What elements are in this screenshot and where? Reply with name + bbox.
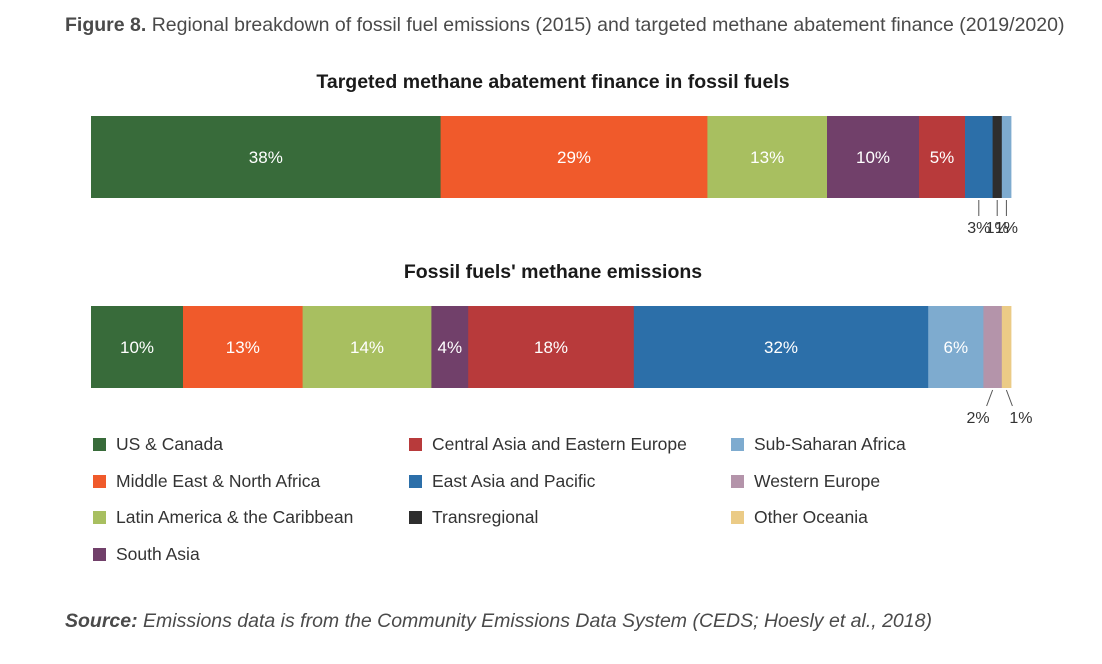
bar-segment-sub-saharan-africa (1001, 116, 1012, 198)
emissions-bar: 10% 13% 14% 4% 18% 32% 6% 2% 1% (91, 306, 1033, 427)
legend-item-other-oceania: Other Oceania (731, 507, 868, 528)
outside-label-western-europe: 2% (966, 410, 989, 427)
figure-label: Figure 8. (65, 14, 147, 36)
legend-label: Transregional (432, 507, 539, 527)
segment-label-central-asia-and-eastern-europe: 5% (930, 148, 955, 167)
chart-title-emissions: Fossil fuels' methane emissions (404, 261, 702, 283)
bar-segment-other-oceania (1001, 306, 1012, 388)
source-text: Emissions data is from the Community Emi… (143, 610, 932, 632)
legend: US & Canada Middle East & North Africa Lat… (93, 434, 1053, 584)
segment-label-sub-saharan-africa: 6% (944, 338, 969, 357)
legend-item-south-asia: South Asia (93, 544, 200, 565)
legend-swatch (731, 474, 744, 488)
bar-segment-transregional (992, 116, 1003, 198)
segment-label-central-asia-and-eastern-europe: 18% (534, 338, 568, 357)
bar-segment-us-and-canada (91, 306, 184, 388)
segment-label-latin-america-and-the-caribbean: 14% (350, 338, 384, 357)
segment-label-us-and-canada: 38% (249, 148, 283, 167)
figure-caption-text: Regional breakdown of fossil fuel emissi… (151, 14, 1065, 36)
bar-segment-middle-east-and-north-africa (440, 116, 708, 198)
segment-label-south-asia: 4% (438, 338, 463, 357)
figure-caption: Figure 8. Regional breakdown of fossil f… (65, 10, 1065, 40)
legend-swatch (93, 511, 106, 524)
outside-label-sub-saharan-africa: 1% (995, 220, 1018, 237)
bar-segment-east-asia-and-pacific (965, 116, 993, 198)
bar-segment-sub-saharan-africa (928, 306, 984, 388)
segment-label-south-asia: 10% (856, 148, 890, 167)
legend-swatch (409, 474, 422, 488)
bar-segment-western-europe (983, 306, 1003, 388)
bar-segment-south-asia (431, 306, 469, 388)
stacked-bar-charts: Targeted methane abatement finance in fo… (91, 71, 1033, 427)
segment-label-east-asia-and-pacific: 32% (764, 338, 798, 357)
leader-line-other-oceania (1005, 389, 1013, 407)
segment-label-latin-america-and-the-caribbean: 13% (750, 148, 784, 167)
leader-line-western-europe (986, 389, 994, 407)
legend-swatch (731, 511, 744, 524)
legend-label: Sub-Saharan Africa (754, 434, 906, 454)
legend-label: Middle East & North Africa (116, 470, 321, 491)
legend-item-latin-america-and-the-caribbean: Latin America & the Caribbean (93, 507, 353, 528)
outside-label-other-oceania: 1% (1009, 410, 1032, 427)
legend-swatch (93, 547, 106, 561)
finance-bar: 38% 29% 13% 10% 5%3%1%1% (91, 116, 1018, 237)
legend-label: Other Oceania (754, 507, 868, 527)
legend-item-western-europe: Western Europe (731, 471, 880, 492)
legend-item-east-asia-and-pacific: East Asia and Pacific (409, 471, 595, 492)
legend-swatch (93, 474, 106, 488)
legend-label: Western Europe (754, 470, 881, 491)
legend-label: US & Canada (116, 434, 224, 454)
legend-label: Central Asia and Eastern Europe (432, 434, 687, 454)
bar-segment-east-asia-and-pacific (633, 306, 929, 388)
bar-segment-central-asia-and-eastern-europe (919, 116, 966, 198)
segment-label-middle-east-and-north-africa: 29% (557, 148, 591, 167)
legend-item-central-asia-and-eastern-europe: Central Asia and Eastern Europe (409, 434, 687, 455)
segment-label-us-and-canada: 10% (120, 338, 154, 357)
source-note: Source: Emissions data is from the Commu… (65, 610, 932, 633)
outside-label-east-asia-and-pacific: 3% (967, 220, 990, 237)
source-label: Source: (65, 610, 138, 632)
legend-label: Latin America & the Caribbean (116, 507, 354, 527)
legend-item-transregional: Transregional (409, 507, 538, 528)
outside-label-transregional: 1% (986, 220, 1009, 237)
bar-segment-us-and-canada (91, 116, 441, 198)
bar-segment-middle-east-and-north-africa (183, 306, 303, 388)
legend-label: East Asia and Pacific (432, 470, 596, 491)
legend-swatch (409, 511, 422, 524)
bar-segment-south-asia (827, 116, 920, 198)
legend-swatch (731, 438, 744, 451)
legend-label: South Asia (116, 543, 200, 564)
bar-segment-central-asia-and-eastern-europe (468, 306, 635, 388)
bar-segment-latin-america-and-the-caribbean (302, 306, 432, 388)
legend-swatch (409, 438, 422, 451)
legend-swatch (93, 438, 106, 451)
legend-item-middle-east-and-north-africa: Middle East & North Africa (93, 471, 320, 492)
legend-item-sub-saharan-africa: Sub-Saharan Africa (731, 434, 906, 455)
bar-segment-latin-america-and-the-caribbean (707, 116, 828, 198)
legend-item-us-and-canada: US & Canada (93, 434, 223, 455)
chart-title-finance: Targeted methane abatement finance in fo… (316, 71, 789, 93)
segment-label-middle-east-and-north-africa: 13% (226, 338, 260, 357)
